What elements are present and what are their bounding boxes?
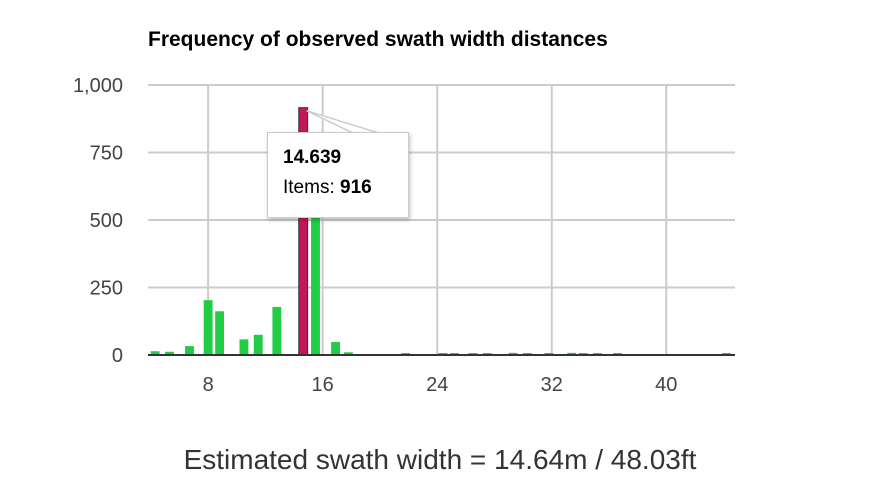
swath-width-caption: Estimated swath width = 14.64m / 48.03ft	[183, 444, 697, 475]
y-tick-label: 1,000	[73, 75, 123, 97]
histogram-bar	[344, 352, 353, 355]
histogram-bar	[215, 311, 225, 355]
histogram-bar	[331, 342, 340, 355]
tooltip-items-value: 916	[340, 177, 372, 198]
histogram-bar	[311, 198, 320, 355]
y-tick-label: 0	[112, 345, 123, 367]
histogram-bar	[508, 352, 518, 355]
x-tick-label: 32	[541, 374, 563, 396]
histogram-bar	[239, 339, 249, 355]
histogram-bar	[165, 351, 174, 355]
y-tick-label: 250	[90, 278, 123, 300]
chart-title: Frequency of observed swath width distan…	[148, 28, 608, 51]
x-tick-label: 40	[655, 374, 677, 396]
tooltip-x-value: 14.639	[283, 147, 342, 168]
histogram-bar	[253, 334, 263, 355]
y-tick-label: 750	[90, 143, 123, 165]
bars-layer	[150, 107, 731, 356]
histogram-bar	[185, 346, 194, 355]
grid-layer	[148, 84, 735, 355]
axis-layer: 0 250 500 750 1,000 8 16 24 32 40	[73, 75, 735, 396]
histogram-bar	[567, 352, 577, 355]
tooltip-pointer	[306, 109, 383, 135]
tooltip-items-row: Items: 916	[283, 177, 408, 199]
histogram-bar	[150, 351, 160, 355]
y-tick-label: 500	[90, 210, 123, 232]
histogram-bar	[272, 306, 282, 355]
histogram-bar	[203, 300, 213, 355]
x-tick-label: 8	[203, 374, 214, 396]
tooltip-items-label: Items:	[283, 177, 341, 198]
x-tick-label: 16	[312, 374, 334, 396]
tooltip: 14.639 Items: 916	[267, 132, 409, 218]
tooltip-pointer-shape	[306, 109, 383, 135]
x-tick-label: 24	[426, 374, 448, 396]
